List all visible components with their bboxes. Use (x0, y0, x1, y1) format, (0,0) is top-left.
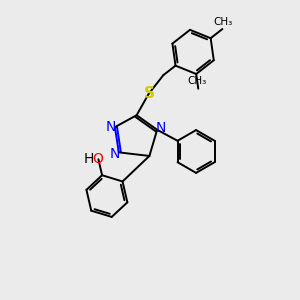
Text: N: N (156, 121, 166, 135)
Text: O: O (92, 152, 103, 166)
Text: H: H (84, 152, 94, 166)
Text: CH₃: CH₃ (187, 76, 206, 86)
Text: S: S (144, 86, 154, 101)
Text: N: N (110, 147, 120, 161)
Text: N: N (106, 119, 116, 134)
Text: CH₃: CH₃ (214, 17, 233, 27)
